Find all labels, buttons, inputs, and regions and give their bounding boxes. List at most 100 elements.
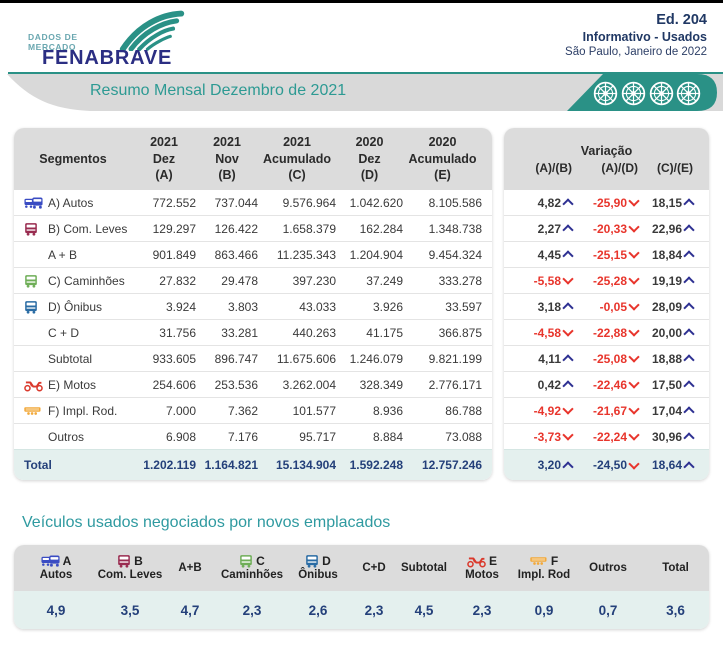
cell-value: 254.606 — [152, 377, 196, 392]
variation-value: -4,92 — [510, 403, 574, 418]
ratio-table: A Autos B Com. Leves A+B C Caminhões D Ô… — [14, 545, 709, 629]
segment-label: A + B — [48, 247, 78, 262]
table-row-com-leves: B) Com. Leves 129.297 126.422 1.658.379 … — [14, 215, 492, 241]
variation-table: Variação (A)/(B) (A)/(D) (C)/(E) 4,82 -2… — [504, 128, 709, 480]
variation-value: 30,96 — [638, 430, 709, 444]
variation-value: -4,58 — [510, 325, 574, 340]
segment-label: E) Motos — [48, 377, 97, 392]
cell-value: 126.422 — [214, 221, 258, 236]
cell-value: 9.576.964 — [282, 195, 336, 210]
ratio-col-caminhoes: C Caminhões — [221, 553, 283, 581]
variation-value: -0,05 — [572, 299, 640, 314]
cell-value: 772.552 — [152, 195, 196, 210]
variation-col-ce: (C)/(E) — [657, 160, 693, 175]
cell-value: 933.605 — [152, 351, 196, 366]
impl-rod-icon — [530, 554, 548, 567]
ratio-value: 3,5 — [120, 602, 140, 618]
report-subtitle: Informativo - Usados — [582, 30, 707, 44]
cell-value: 1.204.904 — [349, 247, 403, 262]
ratio-col-autos: A Autos — [39, 553, 73, 582]
segment-label: B) Com. Leves — [48, 221, 128, 236]
cell-value: 73.088 — [445, 429, 482, 444]
cell-value: 95.717 — [299, 429, 336, 444]
cell-value: 9.454.324 — [428, 247, 482, 262]
variation-value: 4,11 — [510, 352, 574, 366]
variation-value: -5,58 — [510, 273, 574, 288]
ratio-values-row: 4,9 3,5 4,7 2,3 2,6 2,3 4,5 2,3 0,9 0,7 … — [14, 591, 709, 629]
trend-arrow-icon — [683, 224, 695, 236]
table-row-motos: E) Motos 254.606 253.536 3.262.004 328.3… — [14, 371, 492, 397]
onibus-icon — [24, 300, 44, 314]
cell-value: 41.175 — [366, 325, 403, 340]
top-border — [0, 0, 723, 3]
cell-value: 1.658.379 — [282, 221, 336, 236]
cell-value: 3.803 — [227, 299, 258, 314]
cell-value: 328.349 — [359, 377, 403, 392]
variation-value: -22,46 — [572, 377, 640, 392]
variation-row-total: 3,20 -24,50 18,64 — [504, 449, 709, 480]
cell-value: 6.908 — [165, 429, 196, 444]
ratio-col-a-plus-b: A+B — [178, 561, 202, 574]
cell-value: 1.164.821 — [204, 458, 258, 472]
cell-value: 737.044 — [214, 195, 258, 210]
cell-value: 33.597 — [445, 299, 482, 314]
onibus-icon — [305, 554, 319, 568]
variation-value: 19,19 — [638, 274, 709, 288]
autos-icon — [24, 195, 44, 210]
ratio-value: 4,7 — [180, 602, 200, 618]
cell-value: 2.776.171 — [428, 377, 482, 392]
ratio-value: 2,3 — [472, 602, 492, 618]
cell-value: 129.297 — [152, 221, 196, 236]
variation-row: 4,11 -25,08 18,88 — [504, 345, 709, 371]
cell-value: 896.747 — [214, 351, 258, 366]
variation-value: -22,24 — [572, 429, 640, 444]
ratio-value: 0,7 — [598, 602, 618, 618]
variation-body: 4,82 -25,90 18,15 2,27 -20,33 22,96 4,45… — [504, 190, 709, 480]
cell-value: 440.263 — [292, 325, 336, 340]
location-date: São Paulo, Janeiro de 2022 — [565, 46, 707, 58]
ratio-col-c-plus-d: C+D — [362, 561, 386, 574]
cell-value: 31.756 — [159, 325, 196, 340]
ratio-value: 4,9 — [46, 602, 66, 618]
wave-logo-icon — [119, 10, 185, 51]
cell-value: 12.757.246 — [421, 458, 482, 472]
cell-value: 15.134.904 — [275, 458, 336, 472]
report-header: DADOS DE MERCADO FENABRAVE Ed. 204 Infor… — [0, 3, 723, 72]
column-header-e: 2020 Acumulado (E) — [408, 134, 477, 183]
cell-value: 1.042.620 — [349, 195, 403, 210]
cell-value: 11.675.606 — [276, 351, 336, 366]
ratio-value: 2,3 — [242, 602, 262, 618]
column-header-b: 2021 Nov (B) — [213, 134, 241, 183]
ratio-col-total: Total — [662, 561, 689, 574]
edition-block: Ed. 204 Informativo - Usados São Paulo, … — [565, 12, 707, 58]
segment-label: A) Autos — [48, 195, 94, 210]
cell-value: 1.202.119 — [143, 458, 196, 472]
fenabrave-logo: DADOS DE MERCADO FENABRAVE — [16, 7, 246, 71]
variation-value: -25,28 — [572, 273, 640, 288]
variation-value: -22,88 — [572, 325, 640, 340]
table-row-subtotal: Subtotal 933.605 896.747 11.675.606 1.24… — [14, 345, 492, 371]
banner-notch — [0, 74, 90, 111]
caminhoes-icon — [239, 554, 253, 568]
wheel-icon — [621, 81, 646, 106]
variation-row: -4,92 -21,67 17,04 — [504, 397, 709, 423]
cell-value: 43.033 — [299, 299, 336, 314]
cell-value: 11.235.343 — [276, 247, 336, 262]
variation-value: -25,90 — [572, 195, 640, 210]
cell-value: 333.278 — [438, 273, 482, 288]
logo-tagline: DADOS DE MERCADO — [28, 32, 78, 52]
summary-table-body: A) Autos 772.552 737.044 9.576.964 1.042… — [14, 190, 492, 480]
segment-label: Outros — [48, 429, 85, 444]
variation-value: -24,50 — [572, 457, 640, 472]
cell-value: 8.936 — [372, 403, 403, 418]
cell-value: 3.924 — [165, 299, 196, 314]
variation-row: 2,27 -20,33 22,96 — [504, 215, 709, 241]
variation-value: 3,20 — [510, 458, 574, 473]
variation-value: 18,15 — [638, 196, 709, 210]
segment-label: Total — [24, 458, 52, 472]
variation-value: 18,64 — [638, 458, 709, 473]
autos-icon — [41, 553, 60, 568]
edition-number: Ed. 204 — [656, 12, 707, 28]
com-leves-icon — [117, 554, 131, 568]
variation-value: 22,96 — [638, 222, 709, 236]
